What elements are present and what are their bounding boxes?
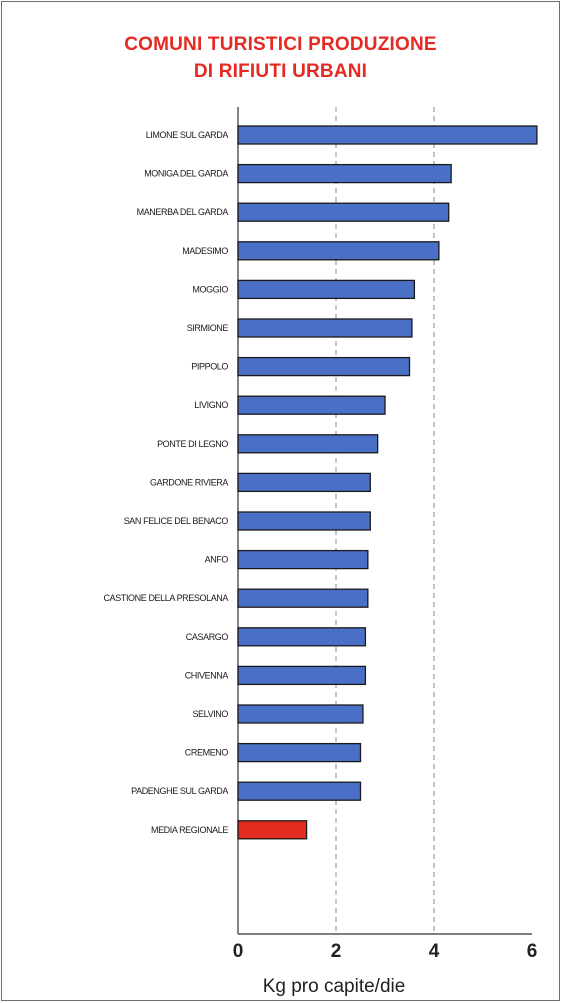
category-label-12: CASTIONE DELLA PRESOLANA (104, 593, 229, 603)
category-label-14: CHIVENNA (185, 670, 229, 680)
bars (237, 125, 538, 840)
category-label-17: PADENGHE SUL GARDA (131, 786, 228, 796)
bar-3 (237, 241, 440, 261)
bar-0 (237, 125, 538, 145)
bar-12 (237, 588, 369, 608)
x-tick-label-4: 4 (429, 941, 440, 962)
bar-17 (237, 781, 362, 801)
bar-13 (237, 627, 367, 647)
category-label-2: MANERBA DEL GARDA (137, 207, 229, 217)
x-tick-label-2: 2 (331, 941, 342, 962)
category-label-9: GARDONE RIVIERA (150, 477, 228, 487)
bar-14 (237, 665, 367, 686)
bar-9 (237, 472, 371, 493)
x-axis-label: Kg pro capite/die (263, 976, 406, 997)
category-label-1: MONIGA DEL GARDA (144, 169, 228, 179)
category-labels: LIMONE SUL GARDA MONIGA DEL GARDA MANERBA … (104, 130, 229, 835)
bar-11 (237, 549, 369, 570)
category-label-4: MOGGIO (192, 284, 228, 294)
bar-1 (237, 163, 452, 184)
tick-labels: 0 2 4 6 (233, 941, 538, 962)
bar-5 (237, 318, 413, 338)
category-label-15: SELVINO (192, 709, 228, 719)
bar-6 (237, 356, 411, 377)
category-label-8: PONTE DI LEGNO (157, 439, 228, 449)
category-label-5: SIRMIONE (187, 323, 229, 333)
bar-4 (237, 279, 416, 300)
category-label-6: PIPPOLO (191, 362, 228, 372)
category-label-18: MEDIA REGIONALE (151, 825, 228, 835)
bar-8 (237, 434, 379, 454)
bar-2 (237, 202, 450, 222)
category-label-11: ANFO (205, 555, 229, 565)
bar-18 (237, 820, 308, 840)
bar-16 (237, 742, 362, 763)
category-label-10: SAN FELICE DEL BENACO (124, 516, 229, 526)
category-label-3: MADESIMO (182, 246, 228, 256)
category-label-13: CASARGO (186, 632, 229, 642)
bar-15 (237, 704, 364, 724)
category-label-7: LIVIGNO (194, 400, 228, 410)
category-label-0: LIMONE SUL GARDA (146, 130, 229, 140)
x-tick-label-6: 6 (527, 941, 538, 962)
bar-7 (237, 395, 386, 415)
chart-title-line-1: COMUNI TURISTICI PRODUZIONE (124, 34, 437, 55)
chart-title-line-2: DI RIFIUTI URBANI (193, 61, 368, 82)
bar-10 (237, 511, 371, 531)
category-label-16: CREMENO (185, 748, 229, 758)
x-tick-label-0: 0 (233, 941, 244, 962)
